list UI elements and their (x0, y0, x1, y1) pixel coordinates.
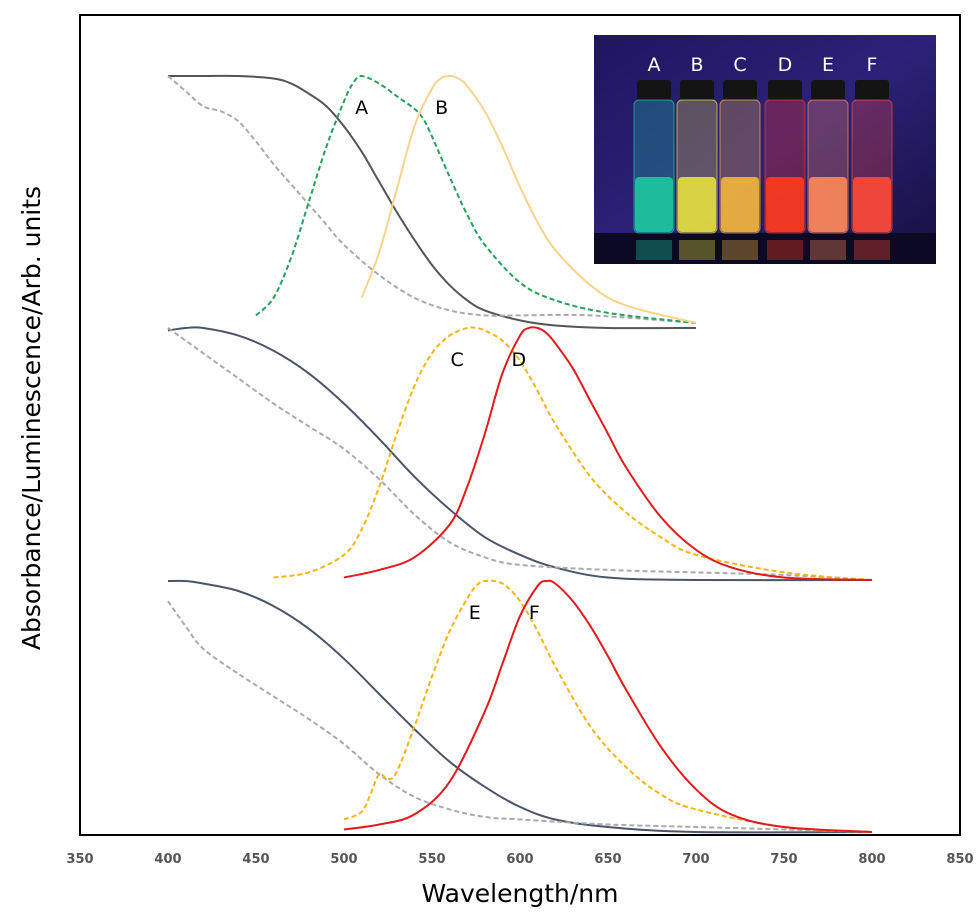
vial-B: B (676, 54, 718, 260)
vial-cap (811, 80, 845, 100)
vial-C: C (719, 54, 761, 260)
curve-label-B: B (435, 97, 448, 119)
middle-absorbance-curve (167, 326, 873, 582)
vial-cap (680, 80, 714, 100)
vial-F: F (851, 54, 893, 260)
vial-cap (637, 80, 671, 100)
top-excitation-curve (167, 75, 697, 324)
x-tick-label: 350 (66, 852, 93, 867)
vial-label-A: A (648, 54, 661, 76)
x-tick-label: 600 (506, 852, 533, 867)
curve-labels: A B C D E F (355, 97, 540, 624)
top-absorbance-curve (167, 74, 697, 330)
emission-curve-A (255, 74, 697, 324)
x-tick-label: 400 (154, 852, 181, 867)
x-tick-label: 450 (242, 852, 269, 867)
bottom-excitation-curve (167, 600, 873, 833)
x-axis-ticks: 350 400 450 500 550 600 650 700 750 800 850 (66, 852, 973, 867)
vial-reflection (679, 240, 715, 260)
curve-label-F: F (529, 602, 540, 624)
vial-label-E: E (822, 54, 834, 76)
vial-label-D: D (778, 54, 793, 76)
vial-liquid (809, 177, 847, 232)
curve-label-C: C (451, 349, 464, 371)
vial-reflection (854, 240, 890, 260)
x-tick-label: 850 (946, 852, 973, 867)
x-tick-label: 650 (594, 852, 621, 867)
middle-excitation-curve (167, 327, 873, 581)
vial-label-B: B (690, 54, 703, 76)
curve-label-D: D (511, 349, 526, 371)
curve-label-E: E (469, 602, 481, 624)
x-tick-label: 750 (770, 852, 797, 867)
vial-label-F: F (867, 54, 878, 76)
vial-liquid (635, 177, 673, 232)
vial-cap (723, 80, 757, 100)
vial-reflection (722, 240, 758, 260)
curve-label-A: A (355, 97, 368, 119)
vials-photo-inset: A B C D E F (594, 35, 936, 264)
vial-cap (768, 80, 802, 100)
spectra-curves (167, 74, 873, 834)
vial-E: E (807, 54, 849, 260)
vial-reflection (810, 240, 846, 260)
emission-curve-F (343, 579, 873, 833)
vial-reflection (636, 240, 672, 260)
x-axis-title: Wavelength/nm (422, 879, 619, 908)
vial-liquid (853, 177, 891, 232)
inset-shelf (594, 233, 936, 264)
emission-curve-C (273, 326, 873, 581)
emission-curve-E (343, 579, 873, 833)
y-axis-title: Absorbance/Luminescence/Arb. units (17, 186, 46, 650)
x-tick-label: 550 (418, 852, 445, 867)
emission-curve-D (343, 326, 873, 581)
vial-liquid (678, 177, 716, 232)
vial-liquid (721, 177, 759, 232)
vial-reflection (767, 240, 803, 260)
x-tick-label: 800 (858, 852, 885, 867)
x-tick-label: 700 (682, 852, 709, 867)
vial-label-C: C (733, 54, 746, 76)
vial-D: D (764, 54, 806, 260)
vial-liquid (766, 177, 804, 232)
vial-A: A (633, 54, 675, 260)
emission-curve-B (360, 74, 697, 324)
vial-cap (855, 80, 889, 100)
x-tick-label: 500 (330, 852, 357, 867)
